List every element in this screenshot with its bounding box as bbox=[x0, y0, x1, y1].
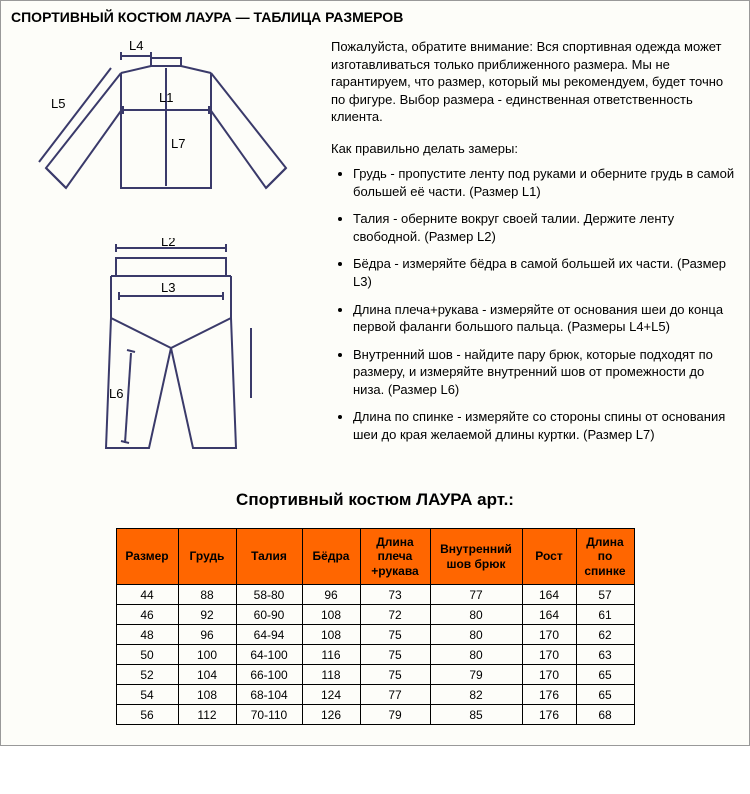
table-cell: 104 bbox=[178, 665, 236, 685]
measurement-list: Грудь - пропустите ленту под руками и об… bbox=[331, 165, 739, 443]
table-cell: 77 bbox=[360, 685, 430, 705]
table-cell: 79 bbox=[430, 665, 522, 685]
table-cell: 75 bbox=[360, 625, 430, 645]
list-item: Талия - оберните вокруг своей талии. Дер… bbox=[353, 210, 739, 245]
table-row: 5410868-104124778217665 bbox=[116, 685, 634, 705]
table-header-cell: Длина по спинке bbox=[576, 529, 634, 585]
label-l1: L1 bbox=[159, 90, 173, 105]
table-header-cell: Бёдра bbox=[302, 529, 360, 585]
table-cell: 164 bbox=[522, 605, 576, 625]
table-cell: 80 bbox=[430, 645, 522, 665]
table-cell: 170 bbox=[522, 625, 576, 645]
table-cell: 70-110 bbox=[236, 705, 302, 725]
section-title: Спортивный костюм ЛАУРА арт.: bbox=[11, 490, 739, 510]
table-cell: 68 bbox=[576, 705, 634, 725]
page-title: СПОРТИВНЫЙ КОСТЮМ ЛАУРА — ТАБЛИЦА РАЗМЕР… bbox=[11, 7, 739, 32]
table-cell: 44 bbox=[116, 585, 178, 605]
table-cell: 56 bbox=[116, 705, 178, 725]
size-table: РазмерГрудьТалияБёдраДлина плеча +рукава… bbox=[116, 528, 635, 725]
table-row: 448858-8096737716457 bbox=[116, 585, 634, 605]
table-cell: 63 bbox=[576, 645, 634, 665]
table-header-cell: Грудь bbox=[178, 529, 236, 585]
table-cell: 80 bbox=[430, 625, 522, 645]
table-cell: 50 bbox=[116, 645, 178, 665]
table-cell: 62 bbox=[576, 625, 634, 645]
table-cell: 65 bbox=[576, 685, 634, 705]
table-cell: 126 bbox=[302, 705, 360, 725]
label-l6: L6 bbox=[109, 386, 123, 401]
table-cell: 108 bbox=[178, 685, 236, 705]
table-cell: 116 bbox=[302, 645, 360, 665]
list-item: Грудь - пропустите ленту под руками и об… bbox=[353, 165, 739, 200]
table-cell: 108 bbox=[302, 605, 360, 625]
label-l5: L5 bbox=[51, 96, 65, 111]
table-cell: 64-94 bbox=[236, 625, 302, 645]
table-cell: 170 bbox=[522, 645, 576, 665]
table-row: 5611270-110126798517668 bbox=[116, 705, 634, 725]
table-cell: 77 bbox=[430, 585, 522, 605]
table-row: 489664-94108758017062 bbox=[116, 625, 634, 645]
table-cell: 73 bbox=[360, 585, 430, 605]
howto-title: Как правильно делать замеры: bbox=[331, 140, 739, 158]
table-header-cell: Талия bbox=[236, 529, 302, 585]
table-row: 5010064-100116758017063 bbox=[116, 645, 634, 665]
table-cell: 75 bbox=[360, 665, 430, 685]
table-cell: 88 bbox=[178, 585, 236, 605]
table-cell: 60-90 bbox=[236, 605, 302, 625]
table-cell: 52 bbox=[116, 665, 178, 685]
table-cell: 112 bbox=[178, 705, 236, 725]
table-row: 469260-90108728016461 bbox=[116, 605, 634, 625]
table-cell: 176 bbox=[522, 705, 576, 725]
table-cell: 100 bbox=[178, 645, 236, 665]
table-cell: 124 bbox=[302, 685, 360, 705]
table-cell: 96 bbox=[302, 585, 360, 605]
measurement-diagram: L4 L5 L1 L7 bbox=[11, 38, 311, 468]
label-l4: L4 bbox=[129, 38, 143, 53]
table-cell: 48 bbox=[116, 625, 178, 645]
table-cell: 61 bbox=[576, 605, 634, 625]
table-cell: 65 bbox=[576, 665, 634, 685]
table-cell: 85 bbox=[430, 705, 522, 725]
table-cell: 96 bbox=[178, 625, 236, 645]
intro-text: Пожалуйста, обратите внимание: Вся спорт… bbox=[331, 38, 739, 126]
label-l2: L2 bbox=[161, 238, 175, 249]
list-item: Длина плеча+рукава - измеряйте от основа… bbox=[353, 301, 739, 336]
table-cell: 54 bbox=[116, 685, 178, 705]
table-cell: 64-100 bbox=[236, 645, 302, 665]
list-item: Бёдра - измеряйте бёдра в самой большей … bbox=[353, 255, 739, 290]
table-cell: 72 bbox=[360, 605, 430, 625]
table-header-cell: Длина плеча +рукава bbox=[360, 529, 430, 585]
table-cell: 58-80 bbox=[236, 585, 302, 605]
table-cell: 170 bbox=[522, 665, 576, 685]
table-cell: 164 bbox=[522, 585, 576, 605]
table-cell: 57 bbox=[576, 585, 634, 605]
table-cell: 82 bbox=[430, 685, 522, 705]
list-item: Длина по спинке - измеряйте со стороны с… bbox=[353, 408, 739, 443]
table-cell: 108 bbox=[302, 625, 360, 645]
list-item: Внутренний шов - найдите пару брюк, кото… bbox=[353, 346, 739, 399]
table-cell: 118 bbox=[302, 665, 360, 685]
table-cell: 92 bbox=[178, 605, 236, 625]
label-l7: L7 bbox=[171, 136, 185, 151]
table-cell: 66-100 bbox=[236, 665, 302, 685]
table-cell: 79 bbox=[360, 705, 430, 725]
label-l3: L3 bbox=[161, 280, 175, 295]
table-header-cell: Размер bbox=[116, 529, 178, 585]
table-header-cell: Рост bbox=[522, 529, 576, 585]
table-row: 5210466-100118757917065 bbox=[116, 665, 634, 685]
table-cell: 46 bbox=[116, 605, 178, 625]
table-header-cell: Внутренний шов брюк bbox=[430, 529, 522, 585]
table-cell: 176 bbox=[522, 685, 576, 705]
table-cell: 68-104 bbox=[236, 685, 302, 705]
table-cell: 80 bbox=[430, 605, 522, 625]
table-cell: 75 bbox=[360, 645, 430, 665]
